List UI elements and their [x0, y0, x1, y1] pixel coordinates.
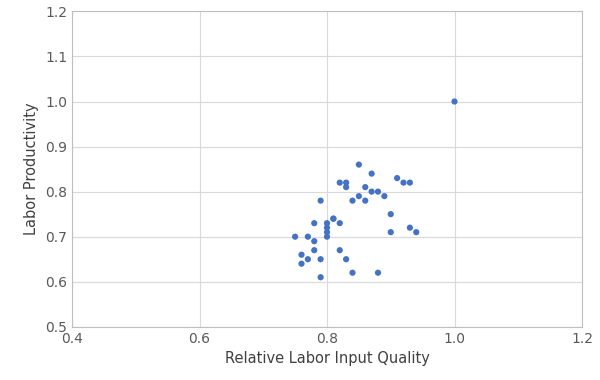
Point	[373, 188, 383, 195]
Point	[316, 274, 325, 280]
Point	[303, 256, 313, 262]
Point	[310, 238, 319, 244]
Point	[405, 225, 415, 231]
Point	[405, 180, 415, 186]
Point	[322, 220, 332, 226]
Point	[450, 98, 460, 104]
Point	[335, 247, 344, 253]
Point	[341, 184, 351, 190]
Point	[297, 252, 307, 258]
Point	[361, 184, 370, 190]
Point	[310, 220, 319, 226]
Point	[335, 180, 344, 186]
Point	[329, 215, 338, 222]
Point	[412, 229, 421, 235]
Point	[354, 193, 364, 199]
Point	[341, 180, 351, 186]
Point	[322, 225, 332, 231]
Point	[392, 175, 402, 181]
Point	[367, 188, 376, 195]
Point	[380, 193, 389, 199]
Point	[386, 211, 395, 217]
Point	[373, 270, 383, 276]
Point	[316, 256, 325, 262]
Point	[329, 215, 338, 222]
Point	[386, 229, 395, 235]
Point	[354, 162, 364, 168]
Point	[367, 171, 376, 177]
Point	[322, 229, 332, 235]
Point	[310, 247, 319, 253]
Point	[303, 234, 313, 240]
Y-axis label: Labor Productivity: Labor Productivity	[25, 103, 40, 236]
Point	[341, 256, 351, 262]
Point	[348, 198, 358, 204]
Point	[348, 270, 358, 276]
Point	[316, 198, 325, 204]
X-axis label: Relative Labor Input Quality: Relative Labor Input Quality	[224, 351, 430, 366]
Point	[322, 234, 332, 240]
Point	[290, 234, 300, 240]
Point	[335, 220, 344, 226]
Point	[399, 180, 409, 186]
Point	[361, 198, 370, 204]
Point	[297, 261, 307, 267]
